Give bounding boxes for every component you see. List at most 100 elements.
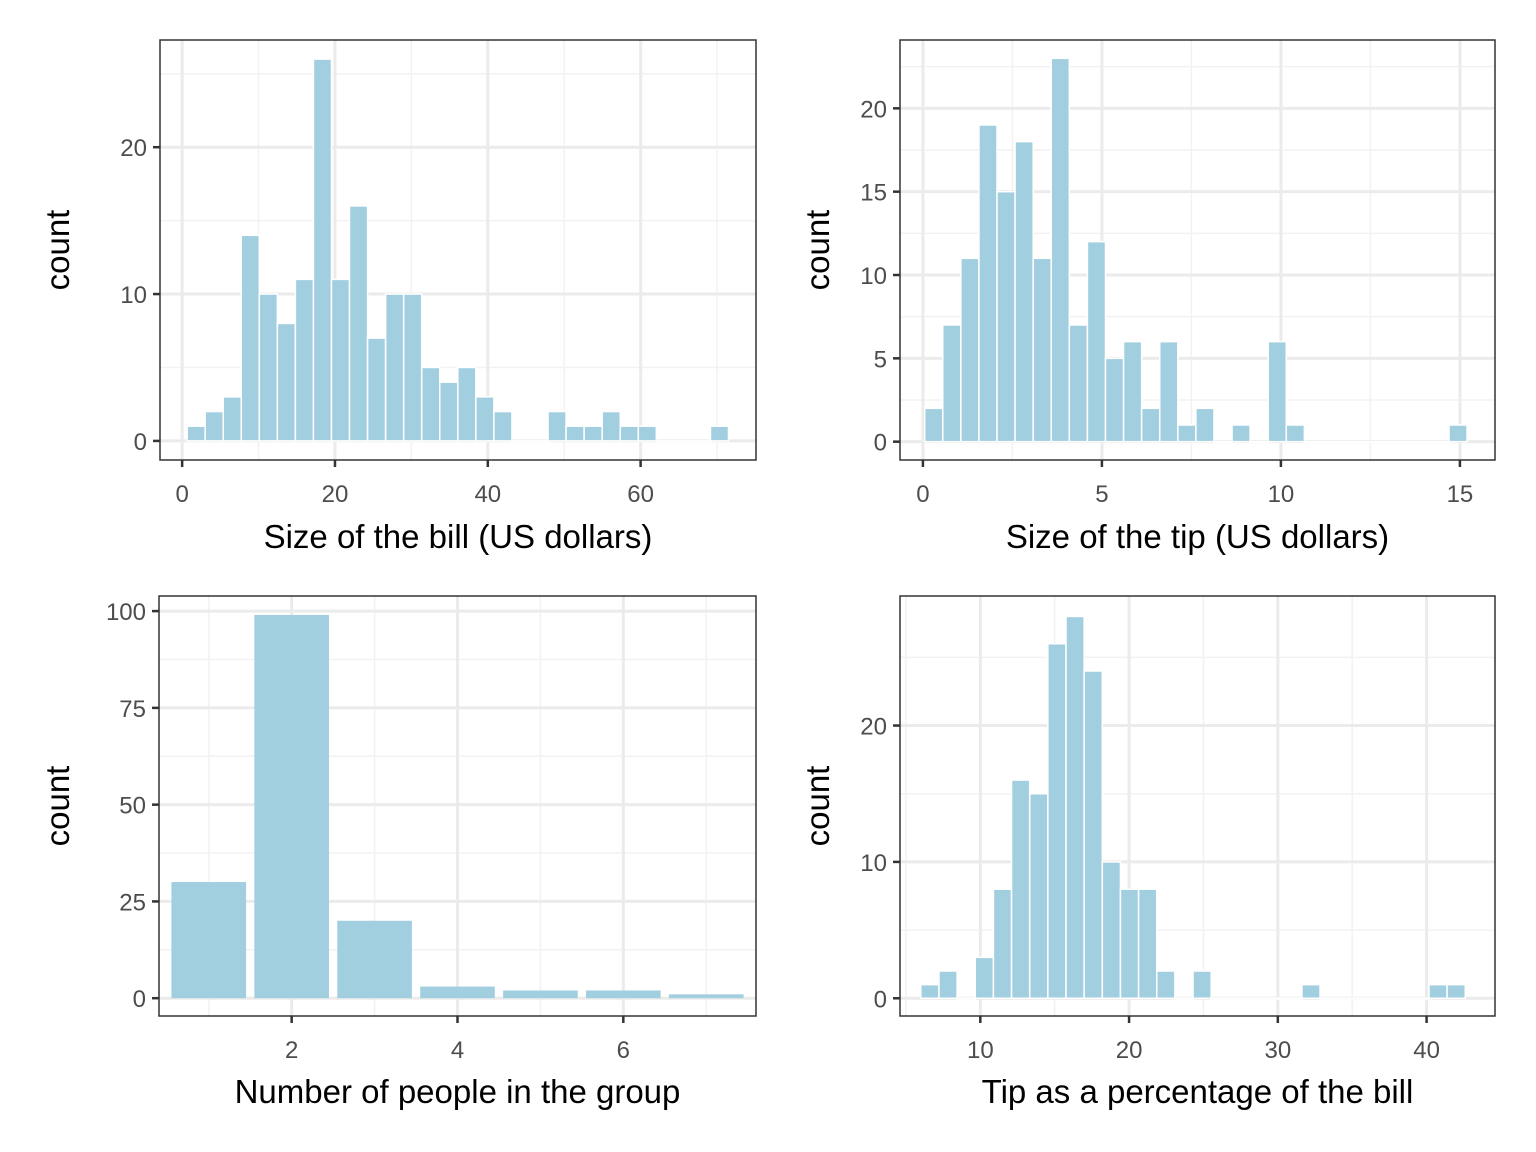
y-tick-label: 50: [119, 793, 146, 820]
histogram-bar: [1428, 983, 1448, 1000]
x-axis-title: Number of people in the group: [235, 1073, 681, 1110]
histogram-bar: [330, 278, 351, 442]
histogram-bar: [457, 366, 477, 442]
histogram-bar: [1140, 407, 1161, 443]
histogram-bar: [402, 293, 423, 442]
bar: [337, 920, 412, 999]
bar: [668, 994, 744, 999]
histogram-bar: [222, 396, 243, 442]
histogram-bar: [1283, 997, 1303, 1000]
histogram-bar: [1014, 140, 1034, 443]
chart-panel-pct: 10 20 30 40 0 10 20 Tip as a percentage of the …: [799, 595, 1496, 1110]
histogram-bar: [1122, 340, 1143, 443]
y-axis-title: count: [799, 210, 836, 291]
histogram-bar: [204, 410, 224, 442]
x-tick-label: 10: [967, 1037, 994, 1064]
histogram-bar: [312, 58, 333, 442]
histogram-bar: [1301, 983, 1321, 1000]
histogram-bar: [1375, 440, 1396, 444]
bar: [586, 990, 661, 999]
histogram-bar: [1446, 983, 1467, 1000]
histogram-bar: [1177, 424, 1197, 443]
histogram-bar: [996, 190, 1016, 443]
histogram-bar: [1391, 997, 1412, 1000]
histogram-bar: [1213, 440, 1233, 444]
histogram-bar: [920, 983, 940, 1000]
histogram-bar: [1192, 970, 1212, 1000]
histogram-bar: [276, 322, 297, 442]
histogram-bar: [439, 381, 459, 442]
x-axis-title: Tip as a percentage of the bill: [982, 1073, 1414, 1110]
x-tick-label: 20: [322, 481, 349, 508]
histogram-bar: [366, 337, 387, 442]
y-tick-label: 0: [133, 986, 146, 1013]
histogram-bar: [942, 324, 962, 443]
histogram-bar: [294, 278, 315, 442]
histogram-bar: [529, 440, 549, 443]
y-tick-label: 20: [860, 96, 887, 123]
x-tick-label: 15: [1447, 481, 1474, 508]
histogram-bar: [1410, 997, 1430, 1000]
bar: [503, 990, 578, 999]
histogram-bar: [709, 425, 730, 442]
histogram-bar: [1319, 997, 1339, 1000]
histogram-bar: [1249, 440, 1269, 444]
y-tick-label: 15: [860, 180, 887, 207]
y-axis-title: count: [39, 766, 76, 847]
histogram-bar: [384, 293, 405, 442]
histogram-bar: [475, 396, 495, 442]
histogram-bar: [240, 234, 261, 442]
x-tick-label: 2: [285, 1037, 298, 1064]
panel-background: [900, 596, 1495, 1016]
histogram-bar: [1137, 888, 1158, 1000]
histogram-bar: [1303, 440, 1324, 444]
histogram-bar: [1119, 888, 1140, 1000]
histogram-bar: [1174, 997, 1194, 1000]
histogram-bar: [673, 440, 694, 443]
histogram-bar: [992, 888, 1013, 1000]
histogram-bar: [1047, 642, 1067, 1000]
histogram-bar: [348, 205, 369, 442]
y-tick-label: 10: [860, 850, 887, 877]
y-tick-label: 100: [106, 599, 146, 626]
histogram-bar: [1264, 997, 1285, 1000]
histogram-bar: [1394, 440, 1414, 444]
histogram-bar: [1355, 997, 1376, 1000]
histogram-bar: [1231, 424, 1251, 443]
x-tick-label: 10: [1268, 481, 1295, 508]
bar: [171, 882, 247, 999]
x-axis-title: Size of the bill (US dollars): [264, 518, 653, 555]
histogram-bar: [547, 410, 567, 442]
x-tick-label: 20: [1116, 1037, 1143, 1064]
chart-panel-size: 2 4 6 0 25 50 75 100 Number of people in the gro…: [39, 595, 757, 1110]
y-tick-label: 75: [119, 696, 146, 723]
histogram-bar: [1285, 424, 1306, 443]
histogram-bar: [601, 410, 621, 442]
y-tick-label: 0: [874, 430, 887, 457]
histogram-bar: [493, 410, 513, 442]
histogram-bar: [956, 997, 977, 1000]
x-tick-label: 6: [617, 1037, 630, 1064]
y-axis-title: count: [39, 210, 76, 291]
histogram-bar: [655, 440, 676, 443]
x-tick-label: 40: [1413, 1037, 1440, 1064]
histogram-bar: [1357, 440, 1378, 444]
histogram-bar: [1412, 440, 1432, 444]
chart-panel-bill: 0 20 40 60 0 10 20 Size of the bill (US dollars…: [39, 39, 757, 555]
x-tick-label: 0: [916, 481, 929, 508]
x-tick-label: 30: [1264, 1037, 1291, 1064]
histogram-bar: [619, 425, 640, 442]
x-tick-label: 40: [474, 481, 501, 508]
y-tick-label: 20: [860, 714, 887, 741]
histogram-bar: [1246, 997, 1267, 1000]
histogram-bar: [1101, 861, 1122, 1000]
histogram-bar: [1448, 424, 1468, 443]
histogram-bar: [1267, 340, 1288, 443]
bar: [420, 986, 495, 999]
chart-panel-tip: 0 5 10 15 0 5 10 15 20 Size of the tip (US dollar…: [799, 39, 1496, 555]
histogram-bar: [1158, 340, 1179, 443]
histogram-bar: [1155, 970, 1176, 1000]
histogram-bar: [258, 293, 279, 442]
histogram-bar: [637, 425, 658, 442]
